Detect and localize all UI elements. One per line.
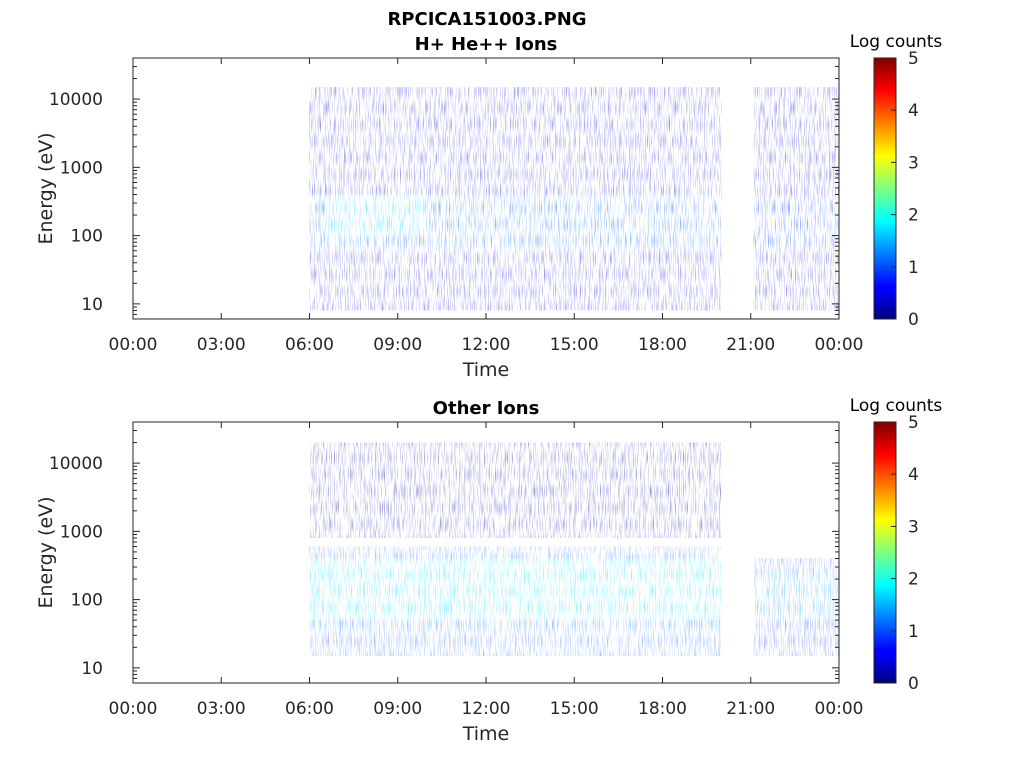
y-axis-label: Energy (eV) <box>35 496 57 608</box>
colorbar-tick-label: 0 <box>908 674 919 694</box>
y-tick-label: 100 <box>71 591 103 611</box>
panel-title: H+ He++ Ions <box>415 34 558 55</box>
x-tick-label: 06:00 <box>285 699 334 719</box>
colorbar-tick-label: 5 <box>908 413 919 433</box>
x-axis-label: Time <box>462 723 510 745</box>
y-tick-label: 10000 <box>49 90 103 110</box>
x-tick-label: 21:00 <box>726 699 775 719</box>
x-tick-label: 18:00 <box>638 699 687 719</box>
spectrogram-band <box>309 558 722 621</box>
colorbar <box>873 421 897 684</box>
colorbar-tick-label: 1 <box>908 622 919 642</box>
x-tick-label: 15:00 <box>550 335 599 355</box>
x-tick-label: 03:00 <box>197 335 246 355</box>
x-tick-label: 12:00 <box>462 335 511 355</box>
y-tick-label: 100 <box>71 227 103 247</box>
colorbar-tick-label: 1 <box>908 258 919 278</box>
y-tick-label: 10 <box>81 295 103 315</box>
spectrogram <box>309 442 839 656</box>
colorbar-label: Log counts <box>850 396 943 416</box>
colorbar-tick-label: 0 <box>908 310 919 330</box>
x-tick-label: 00:00 <box>109 335 158 355</box>
colorbar-tick-label: 3 <box>908 517 919 537</box>
panel-h-he-ions: H+ He++ Ions 00:00 03:00 06:00 09:00 12:00 15:… <box>35 32 942 381</box>
spectrogram-band <box>324 194 428 236</box>
y-tick-label: 10 <box>81 659 103 679</box>
x-tick-label: 09:00 <box>373 699 422 719</box>
spectrogram-band <box>309 442 722 538</box>
x-tick-label: 00:00 <box>815 699 864 719</box>
colorbar-tick-label: 4 <box>908 465 919 485</box>
x-tick-label: 18:00 <box>638 335 687 355</box>
x-axis-label: Time <box>462 359 510 381</box>
x-tick-label: 03:00 <box>197 699 246 719</box>
figure-title: RPCICA151003.PNG <box>387 9 586 30</box>
y-axis-label: Energy (eV) <box>35 132 57 244</box>
colorbar <box>873 57 897 320</box>
spectrogram-band <box>309 622 722 630</box>
x-tick-label: 00:00 <box>815 335 864 355</box>
y-tick-label: 10000 <box>49 454 103 474</box>
x-tick-label: 15:00 <box>550 699 599 719</box>
colorbar-tick-label: 3 <box>908 153 919 173</box>
x-tick-label: 06:00 <box>285 335 334 355</box>
spectrogram-band <box>753 87 839 311</box>
x-tick-label: 00:00 <box>109 699 158 719</box>
panel-other-ions: Other Ions 00:00 03:00 06:00 09:00 12:00 15:00… <box>35 396 942 745</box>
y-tick-label: 1000 <box>60 522 103 542</box>
x-tick-label: 09:00 <box>373 335 422 355</box>
colorbar-label: Log counts <box>850 32 943 52</box>
colorbar-tick-label: 2 <box>908 570 919 590</box>
spectrogram <box>309 87 839 311</box>
colorbar-tick-label: 4 <box>908 101 919 121</box>
x-tick-label: 21:00 <box>726 335 775 355</box>
x-tick-label: 12:00 <box>462 699 511 719</box>
spectrogram-band <box>753 572 839 621</box>
colorbar-tick-label: 2 <box>908 206 919 226</box>
spectrogram-band <box>753 203 839 251</box>
panel-title: Other Ions <box>433 398 540 419</box>
colorbar-tick-label: 5 <box>908 49 919 69</box>
y-tick-label: 1000 <box>60 158 103 178</box>
